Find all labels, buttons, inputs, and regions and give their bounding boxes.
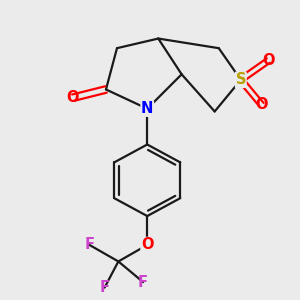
Text: F: F bbox=[85, 237, 94, 252]
Text: O: O bbox=[67, 90, 79, 105]
Text: F: F bbox=[138, 274, 148, 290]
Text: O: O bbox=[262, 53, 274, 68]
Text: O: O bbox=[255, 97, 268, 112]
Text: N: N bbox=[141, 101, 153, 116]
Text: S: S bbox=[236, 72, 246, 87]
Text: O: O bbox=[141, 237, 154, 252]
Text: F: F bbox=[100, 280, 110, 295]
